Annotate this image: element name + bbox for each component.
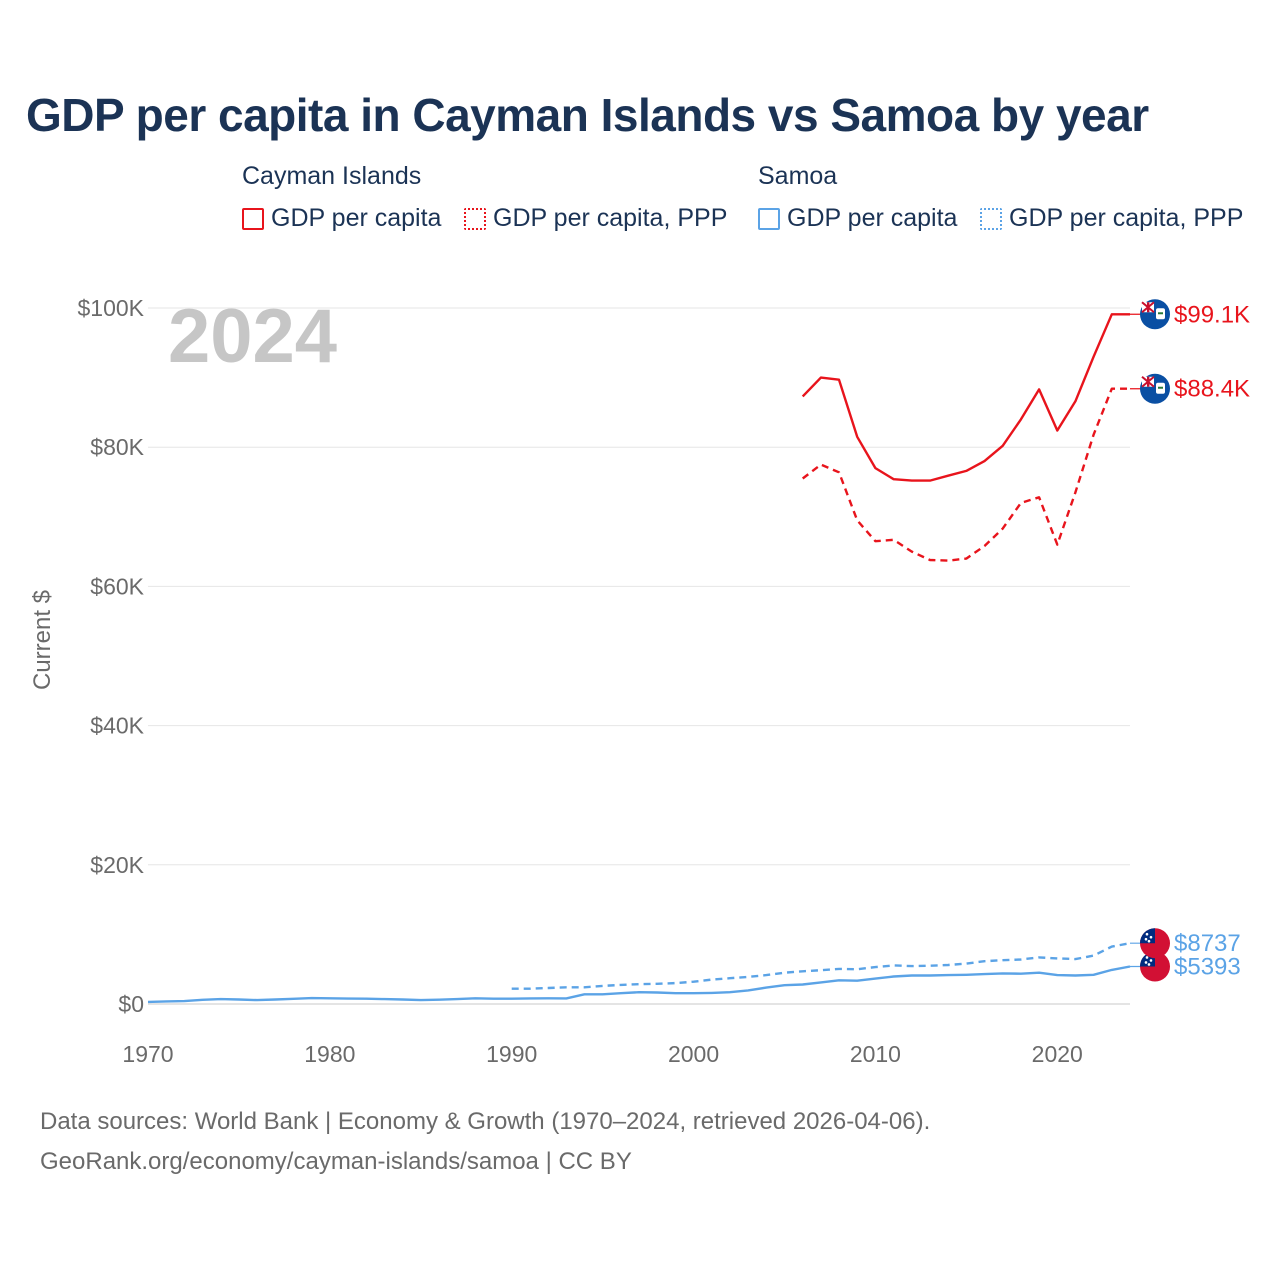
legend-group-cayman-islands: Cayman Islands <box>242 162 422 190</box>
end-value-label: $99.1K <box>1174 301 1250 328</box>
legend-swatch-solid-blue <box>758 207 780 230</box>
y-tick-label: $100K <box>77 295 144 321</box>
x-tick-label: 2000 <box>668 1041 719 1067</box>
cayman-islands-flag-icon <box>1140 299 1170 330</box>
legend-swatch-dotted-blue <box>980 207 1002 230</box>
x-tick-label: 1970 <box>122 1041 173 1067</box>
end-value-label: $5393 <box>1174 953 1241 980</box>
x-tick-label: 1980 <box>304 1041 355 1067</box>
legend-item-samoa-gdp[interactable]: GDP per capita <box>758 204 957 233</box>
y-axis-label: Current $ <box>29 590 56 690</box>
y-tick-label: $40K <box>90 713 144 739</box>
series-line[interactable] <box>147 965 1131 1004</box>
y-tick-label: $0 <box>118 991 144 1017</box>
cayman-islands-flag-icon <box>1140 373 1170 404</box>
series-line[interactable] <box>801 313 1130 482</box>
x-tick-label: 2010 <box>850 1041 901 1067</box>
y-tick-label: $60K <box>90 573 144 599</box>
footer-link[interactable]: GeoRank.org/economy/cayman-islands/samoa… <box>40 1148 632 1175</box>
y-tick-label: $20K <box>90 852 144 878</box>
y-tick-label: $80K <box>90 434 144 460</box>
series-line[interactable] <box>511 942 1131 990</box>
samoa-flag-icon <box>1140 928 1170 959</box>
legend-item-cayman-gdp[interactable]: GDP per capita <box>242 204 441 233</box>
legend-label: GDP per capita <box>271 204 442 232</box>
legend-label: GDP per capita <box>787 204 958 232</box>
legend-label: GDP per capita, PPP <box>493 204 728 232</box>
series-line[interactable] <box>801 387 1130 562</box>
end-value-label: $8737 <box>1174 930 1241 957</box>
legend-swatch-dotted-red <box>464 207 486 230</box>
legend-swatch-solid-red <box>242 207 264 230</box>
end-value-label: $88.4K <box>1174 376 1250 403</box>
legend-group-samoa: Samoa <box>758 162 838 190</box>
chart-title: GDP per capita in Cayman Islands vs Samo… <box>26 89 1149 141</box>
x-tick-label: 1990 <box>486 1041 537 1067</box>
legend-item-cayman-gdp-ppp[interactable]: GDP per capita, PPP <box>464 204 727 233</box>
x-tick-label: 2020 <box>1032 1041 1083 1067</box>
footer-sources: Data sources: World Bank | Economy & Gro… <box>40 1108 931 1135</box>
year-label: 2024 <box>168 294 337 379</box>
legend-item-samoa-gdp-ppp[interactable]: GDP per capita, PPP <box>980 204 1243 233</box>
legend-label: GDP per capita, PPP <box>1009 204 1244 232</box>
